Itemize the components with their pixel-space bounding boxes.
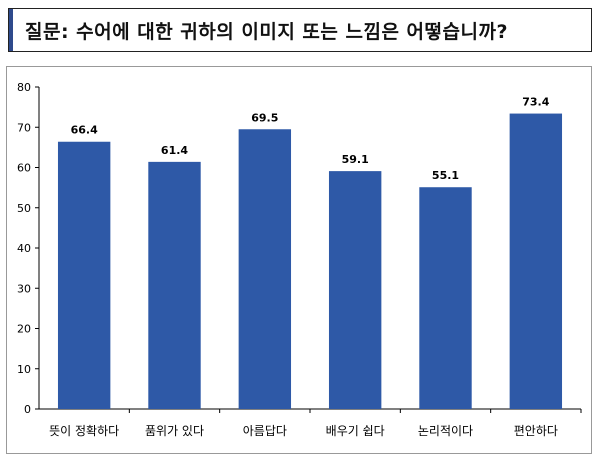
- y-tick-label: 0: [24, 403, 31, 416]
- question-title: 질문: 수어에 대한 귀하의 이미지 또는 느낌은 어떻습니까?: [25, 20, 508, 43]
- data-label: 69.5: [251, 111, 278, 124]
- bar: [328, 171, 382, 409]
- x-tick-label: 배우기 쉽다: [326, 424, 385, 438]
- bar: [238, 129, 292, 409]
- bar: [57, 141, 111, 409]
- bar: [509, 113, 563, 409]
- data-label: 55.1: [432, 169, 459, 182]
- bar: [148, 161, 201, 409]
- data-label: 61.4: [161, 144, 188, 157]
- x-tick-label: 편안하다: [514, 424, 558, 438]
- x-tick-label: 품위가 있다: [145, 424, 204, 438]
- y-tick-label: 70: [17, 121, 31, 134]
- question-box: 질문: 수어에 대한 귀하의 이미지 또는 느낌은 어떻습니까?: [8, 8, 592, 52]
- y-tick-label: 50: [17, 202, 31, 215]
- bar: [419, 187, 472, 409]
- y-tick-label: 80: [17, 81, 31, 94]
- data-label: 73.4: [522, 96, 549, 109]
- bar-chart: 0 10 20 30 40 50 60 70 80 66.4 뜻이 정확하다 61.4 품위가 있다 69…: [17, 81, 582, 438]
- y-tick-label: 20: [17, 323, 31, 336]
- x-tick-label: 논리적이다: [418, 424, 473, 438]
- question-accent-bar: [9, 9, 13, 51]
- chart-frame: 0 10 20 30 40 50 60 70 80 66.4 뜻이 정확하다 61.4 품위가 있다 69…: [6, 66, 592, 454]
- data-label: 59.1: [342, 153, 369, 166]
- data-label: 66.4: [71, 124, 98, 137]
- y-tick-label: 60: [17, 162, 31, 175]
- y-tick-label: 40: [17, 242, 31, 255]
- x-tick-label: 아름답다: [243, 424, 287, 438]
- x-tick-label: 뜻이 정확하다: [49, 424, 119, 438]
- y-tick-label: 30: [17, 282, 31, 295]
- y-tick-label: 10: [17, 363, 31, 376]
